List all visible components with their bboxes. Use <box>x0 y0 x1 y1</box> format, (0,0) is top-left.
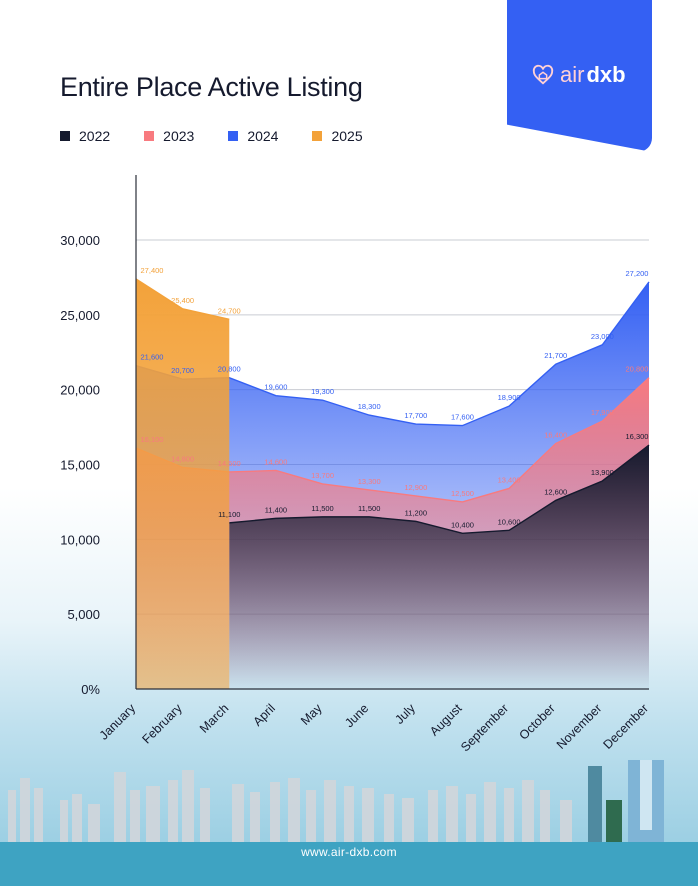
legend-swatch-2022 <box>60 131 70 141</box>
line-2025 <box>135 278 230 321</box>
y-tick-label: 25,000 <box>60 308 100 323</box>
legend-label-2023: 2023 <box>163 128 195 144</box>
y-tick-label: 20,000 <box>60 383 100 398</box>
data-label: 17,900 <box>591 408 614 417</box>
y-tick-label: 0% <box>81 682 100 697</box>
x-tick-label: July <box>392 701 418 727</box>
chart-legend: 2022 2023 2024 2025 <box>60 128 363 144</box>
data-label: 18,900 <box>498 393 521 402</box>
data-label: 27,400 <box>141 266 164 275</box>
brand-logo: air dxb <box>532 62 626 88</box>
data-label: 19,600 <box>264 383 287 392</box>
y-tick-label: 30,000 <box>60 233 100 248</box>
data-label: 21,700 <box>544 351 567 360</box>
y-tick-label: 10,000 <box>60 532 100 547</box>
data-label: 13,400 <box>498 475 521 484</box>
website-url: www.air-dxb.com <box>301 845 397 859</box>
legend-item-2022: 2022 <box>60 128 110 144</box>
data-label: 23,000 <box>591 332 614 341</box>
data-label: 19,300 <box>311 387 334 396</box>
data-label: 12,600 <box>544 487 567 496</box>
data-label: 11,400 <box>265 505 287 514</box>
data-label: 16,400 <box>544 431 567 440</box>
x-tick-label: December <box>600 701 651 752</box>
city-skyline-image <box>0 760 698 886</box>
legend-item-2024: 2024 <box>228 128 278 144</box>
area-chart: 0% 5,000 10,000 15,000 20,000 25,000 30,000 Jan… <box>60 175 651 754</box>
x-tick-label: August <box>427 701 465 739</box>
legend-label-2025: 2025 <box>331 128 363 144</box>
area-2022 <box>229 445 650 689</box>
legend-swatch-2023 <box>144 131 155 141</box>
data-label: 12,900 <box>404 483 427 492</box>
data-label: 16,300 <box>626 432 649 441</box>
data-label: 20,700 <box>171 366 194 375</box>
legend-label-2022: 2022 <box>79 128 111 144</box>
brand-name-bold: dxb <box>586 62 626 87</box>
y-tick-label: 15,000 <box>60 458 100 473</box>
data-label: 14,600 <box>264 457 287 466</box>
data-label: 10,400 <box>451 520 474 529</box>
data-label: 16,100 <box>141 435 164 444</box>
x-tick-label: April <box>250 701 278 729</box>
data-label: 20,800 <box>626 365 649 374</box>
home-heart-icon <box>532 64 554 85</box>
data-label: 14,800 <box>171 454 194 463</box>
x-tick-label: February <box>139 701 185 747</box>
data-label: 21,600 <box>141 353 164 362</box>
brand-name-light: air <box>560 62 585 87</box>
data-label: 25,400 <box>171 296 194 305</box>
data-label: 14,500 <box>218 459 241 468</box>
data-label: 12,500 <box>451 489 474 498</box>
x-tick-label: June <box>342 701 371 730</box>
legend-item-2023: 2023 <box>144 128 194 144</box>
x-tick-label: May <box>298 701 325 728</box>
x-tick-label: March <box>197 701 231 735</box>
chart-title: Entire Place Active Listing <box>60 72 363 102</box>
data-label: 13,700 <box>311 471 334 480</box>
y-tick-label: 5,000 <box>67 607 100 622</box>
data-label: 17,700 <box>404 411 427 420</box>
x-tick-label: October <box>517 701 558 742</box>
area-2025 <box>136 278 230 689</box>
data-label: 11,500 <box>358 504 380 513</box>
line-2022 <box>229 444 650 535</box>
legend-label-2024: 2024 <box>247 128 279 144</box>
legend-swatch-2025 <box>312 131 323 141</box>
data-label: 11,500 <box>311 504 333 513</box>
data-label: 11,200 <box>405 508 427 517</box>
data-label: 13,900 <box>591 468 614 477</box>
brand-tab <box>507 0 652 152</box>
data-label: 18,300 <box>358 402 381 411</box>
data-label: 11,100 <box>218 510 240 519</box>
data-label: 27,200 <box>626 269 649 278</box>
x-tick-label: September <box>458 701 511 754</box>
data-label: 17,600 <box>451 413 474 422</box>
data-label: 20,800 <box>218 365 241 374</box>
x-tick-label: January <box>97 701 139 743</box>
legend-swatch-2024 <box>228 131 239 141</box>
data-label: 13,300 <box>358 477 381 486</box>
data-label: 10,600 <box>498 517 521 526</box>
x-tick-label: November <box>554 701 605 752</box>
legend-item-2025: 2025 <box>312 128 363 144</box>
data-label: 24,700 <box>218 306 241 315</box>
